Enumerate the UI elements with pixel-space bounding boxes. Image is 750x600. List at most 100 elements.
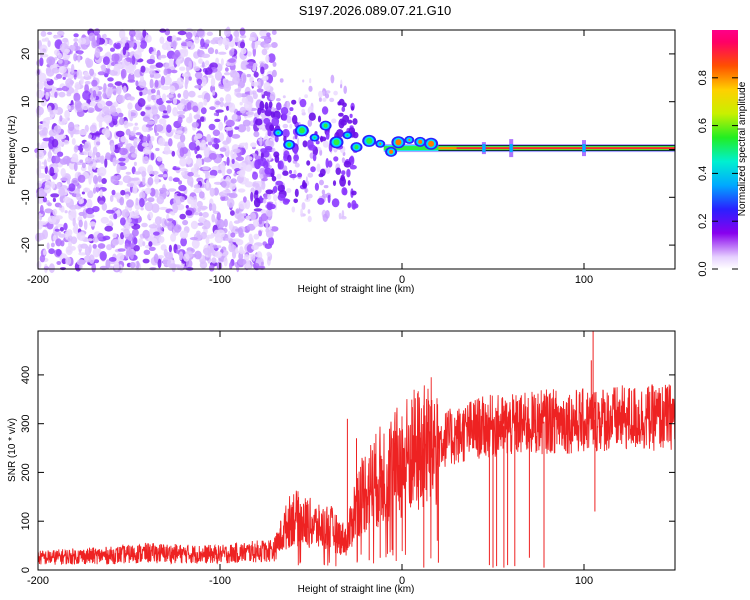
noise-blob xyxy=(176,77,184,87)
signal-blob xyxy=(428,140,435,147)
noise-blob xyxy=(183,126,188,134)
noise-blob xyxy=(45,85,53,89)
noise-blob xyxy=(202,211,209,218)
noise-blob xyxy=(341,170,346,176)
noise-blob xyxy=(347,180,351,186)
noise-blob xyxy=(341,157,345,164)
noise-blob xyxy=(44,180,53,189)
noise-blob xyxy=(128,72,135,83)
noise-blob xyxy=(264,109,273,117)
noise-blob xyxy=(94,28,101,35)
noise-blob xyxy=(228,102,236,113)
noise-blob xyxy=(140,75,144,83)
noise-blob xyxy=(196,157,203,168)
noise-blob xyxy=(119,29,126,39)
noise-blob xyxy=(161,85,170,91)
noise-blob xyxy=(78,211,85,217)
noise-blob xyxy=(36,261,42,269)
noise-blob xyxy=(84,246,91,256)
noise-blob xyxy=(185,259,193,269)
noise-blob xyxy=(292,136,295,140)
noise-blob xyxy=(79,159,84,163)
noise-blob xyxy=(276,102,282,111)
signal-blob xyxy=(366,137,373,144)
noise-blob xyxy=(187,150,192,158)
noise-blob xyxy=(237,86,242,92)
noise-blob xyxy=(212,90,216,96)
noise-blob xyxy=(212,129,221,137)
noise-blob xyxy=(148,70,156,75)
noise-blob xyxy=(53,231,62,236)
noise-blob xyxy=(168,138,173,147)
noise-blob xyxy=(297,172,303,178)
noise-blob xyxy=(118,181,124,186)
noise-blob xyxy=(196,230,201,236)
noise-blob xyxy=(244,142,249,150)
noise-blob xyxy=(74,82,81,90)
noise-blob xyxy=(213,181,223,185)
noise-blob xyxy=(37,199,43,204)
noise-blob xyxy=(42,229,48,240)
noise-blob xyxy=(307,172,314,178)
signal-blob xyxy=(354,145,359,150)
noise-blob xyxy=(204,60,210,66)
noise-blob xyxy=(116,94,125,104)
noise-blob xyxy=(322,90,326,96)
noise-blob xyxy=(230,149,234,158)
noise-blob xyxy=(129,251,134,260)
noise-blob xyxy=(205,170,210,180)
noise-blob xyxy=(109,265,114,269)
noise-blob xyxy=(205,67,213,75)
noise-blob xyxy=(206,134,212,143)
noise-blob xyxy=(54,56,58,61)
noise-blob xyxy=(61,258,67,265)
noise-blob xyxy=(45,91,49,100)
noise-blob xyxy=(223,218,228,228)
noise-blob xyxy=(155,62,164,68)
noise-blob xyxy=(191,121,199,128)
noise-blob xyxy=(301,202,306,210)
noise-blob xyxy=(271,42,278,48)
noise-blob xyxy=(318,90,323,98)
noise-blob xyxy=(89,109,94,113)
noise-blob xyxy=(179,66,186,71)
noise-blob xyxy=(85,156,91,164)
signal-blob xyxy=(346,134,349,137)
noise-blob xyxy=(142,116,151,122)
noise-blob xyxy=(142,241,146,247)
y-tick-label: 300 xyxy=(20,415,32,433)
noise-blob xyxy=(225,237,233,242)
noise-blob xyxy=(312,153,317,162)
noise-blob xyxy=(277,160,282,170)
noise-blob xyxy=(125,128,131,136)
noise-blob xyxy=(179,196,185,203)
noise-blob xyxy=(144,34,152,43)
noise-blob xyxy=(72,217,76,227)
noise-blob xyxy=(112,232,117,238)
noise-blob xyxy=(161,93,167,103)
signal-blob xyxy=(333,139,340,146)
noise-blob xyxy=(316,163,321,173)
noise-blob xyxy=(219,147,227,152)
noise-blob xyxy=(111,112,119,117)
noise-blob xyxy=(341,106,346,112)
noise-blob xyxy=(327,194,331,204)
noise-blob xyxy=(198,191,205,199)
noise-blob xyxy=(158,137,166,146)
noise-blob xyxy=(172,167,181,171)
noise-blob xyxy=(36,81,44,90)
noise-blob xyxy=(340,174,346,182)
noise-blob xyxy=(96,36,100,45)
noise-blob xyxy=(180,237,188,247)
x-tick-label: -100 xyxy=(209,274,231,286)
noise-blob xyxy=(153,253,159,264)
noise-blob xyxy=(138,79,147,89)
noise-blob xyxy=(196,200,203,208)
noise-blob xyxy=(179,49,186,58)
noise-blob xyxy=(231,158,235,164)
noise-blob xyxy=(347,202,352,209)
noise-blob xyxy=(101,178,107,184)
noise-blob xyxy=(123,120,129,129)
noise-blob xyxy=(113,66,119,72)
